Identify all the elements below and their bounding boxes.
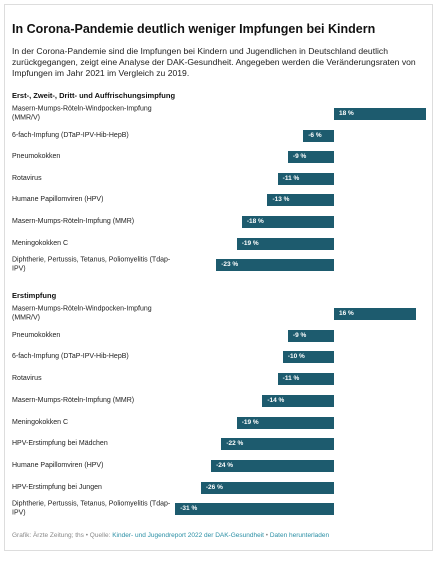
bar: -18 % bbox=[241, 216, 334, 228]
value-label: -18 % bbox=[246, 218, 264, 225]
subtitle: In der Corona-Pandemie sind die Impfunge… bbox=[12, 46, 416, 78]
bar: 16 % bbox=[334, 308, 416, 320]
download-link[interactable]: Daten herunterladen bbox=[269, 532, 330, 539]
bar: -19 % bbox=[236, 416, 334, 429]
value-label: -14 % bbox=[267, 396, 285, 404]
bar: -11 % bbox=[277, 172, 334, 185]
category-label: Humane Papillomviren (HPV) bbox=[12, 196, 104, 204]
category-label: Meningokokken C bbox=[12, 239, 69, 247]
category-label: Meningokokken C bbox=[12, 418, 69, 426]
bar: -13 % bbox=[267, 194, 334, 207]
bar: 18 % bbox=[334, 108, 427, 120]
category-label: Humane Papillomviren (HPV) bbox=[12, 461, 104, 469]
category-label: HPV-Erstimpfung bei Mädchen bbox=[12, 439, 108, 447]
bar: -14 % bbox=[262, 394, 334, 407]
bar: -22 % bbox=[221, 438, 334, 451]
category-label: Masern-Mumps-Röteln-Windpocken-Impfung (… bbox=[12, 105, 152, 122]
value-label: -9 % bbox=[292, 331, 307, 339]
value-label: -10 % bbox=[287, 353, 305, 361]
title: In Corona-Pandemie deutlich weniger Impf… bbox=[12, 22, 376, 36]
source-link[interactable]: Kinder- und Jugendreport 2022 der DAK-Ge… bbox=[112, 532, 264, 539]
footer: Grafik: Ärzte Zeitung; ths • Quelle: Kin… bbox=[12, 532, 330, 539]
category-label: Masern-Mumps-Röteln-Impfung (MMR) bbox=[12, 217, 135, 225]
source-label: Quelle: bbox=[89, 532, 111, 539]
bar: -9 % bbox=[287, 329, 334, 342]
value-label: 16 % bbox=[339, 310, 354, 317]
category-label: Masern-Mumps-Röteln-Impfung (MMR) bbox=[12, 396, 135, 404]
bar: -31 % bbox=[175, 503, 334, 516]
value-label: -11 % bbox=[282, 174, 300, 182]
value-label: -19 % bbox=[241, 239, 259, 247]
value-label: -6 % bbox=[308, 131, 322, 139]
category-label: HPV-Erstimpfung bei Jungen bbox=[12, 483, 102, 491]
bar: -10 % bbox=[282, 351, 334, 364]
category-label: Rotavirus bbox=[12, 174, 42, 182]
bar: -19 % bbox=[236, 237, 334, 250]
bar: -24 % bbox=[211, 459, 334, 472]
category-label: Masern-Mumps-Röteln-Windpocken-Impfung (… bbox=[12, 305, 152, 322]
value-label: -9 % bbox=[292, 153, 307, 161]
category-label: 6-fach-Impfung (DTaP-IPV-Hib-HepB) bbox=[12, 353, 129, 361]
credit: Grafik: Ärzte Zeitung; ths bbox=[12, 532, 84, 539]
section-title: Erst-, Zweit-, Dritt- und Auffrischungsi… bbox=[12, 91, 176, 100]
category-label: 6-fach-Impfung (DTaP-IPV-Hib-HepB) bbox=[12, 131, 129, 139]
value-label: 18 % bbox=[339, 110, 354, 117]
category-label: Rotavirus bbox=[12, 374, 42, 382]
value-label: -22 % bbox=[226, 440, 244, 448]
bar: -23 % bbox=[216, 259, 334, 272]
category-label: Pneumokokken bbox=[12, 152, 61, 160]
value-label: -31 % bbox=[180, 505, 198, 513]
value-label: -26 % bbox=[205, 483, 223, 491]
bar: -9 % bbox=[287, 151, 334, 164]
category-label: Pneumokokken bbox=[12, 331, 61, 339]
value-label: -11 % bbox=[282, 375, 300, 383]
value-label: -19 % bbox=[241, 418, 259, 426]
category-label: Diphtherie, Pertussis, Tetanus, Poliomye… bbox=[12, 256, 171, 273]
value-label: -23 % bbox=[221, 261, 239, 269]
frame bbox=[4, 4, 433, 551]
bar: -6 % bbox=[303, 129, 334, 142]
bar: -11 % bbox=[277, 373, 334, 386]
value-label: -13 % bbox=[272, 196, 290, 204]
section-title: Erstimpfung bbox=[12, 291, 57, 300]
bar: -26 % bbox=[200, 481, 334, 494]
value-label: -24 % bbox=[216, 461, 234, 469]
category-label: Diphtherie, Pertussis, Tetanus, Poliomye… bbox=[12, 500, 171, 517]
